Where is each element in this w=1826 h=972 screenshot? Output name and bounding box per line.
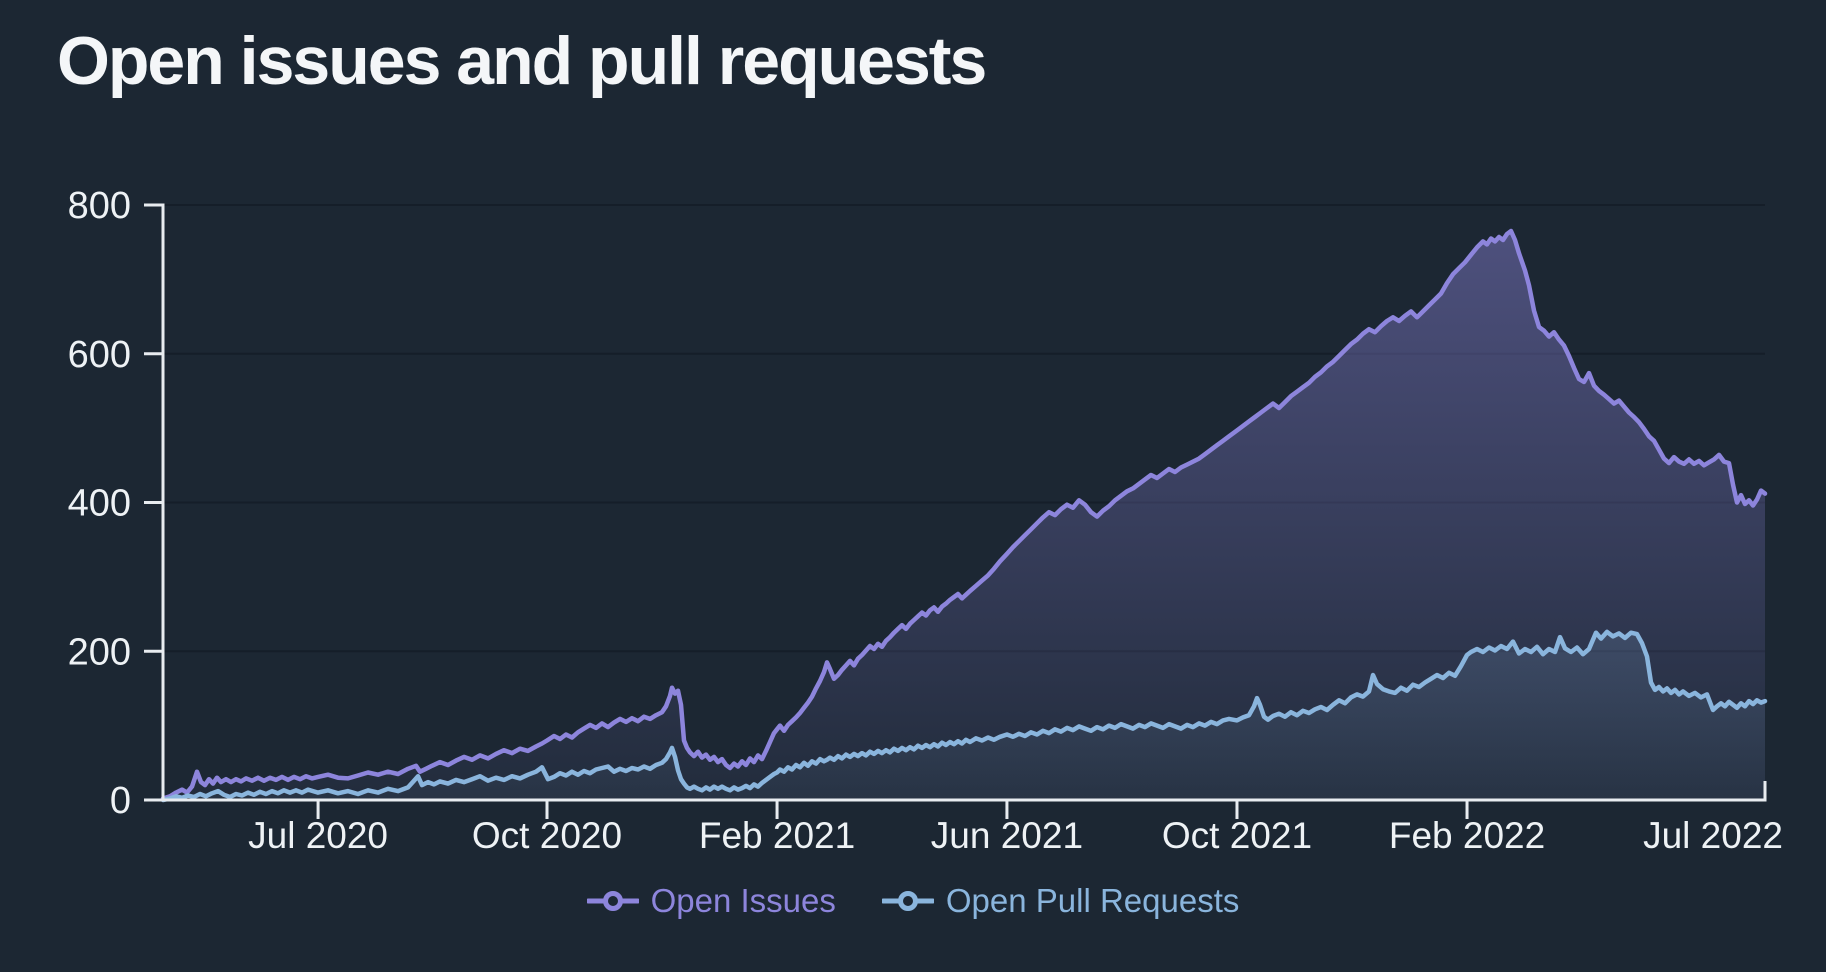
- x-tick-label-4: Oct 2021: [1162, 815, 1312, 856]
- legend-item-open-issues[interactable]: Open Issues: [586, 882, 836, 920]
- axes: [144, 203, 1767, 819]
- x-tick-label-2: Feb 2021: [699, 815, 855, 856]
- y-tick-label-400: 400: [68, 483, 131, 525]
- chart-title: Open issues and pull requests: [57, 23, 987, 99]
- x-tick-label-1: Oct 2020: [472, 815, 622, 856]
- y-tick-label-200: 200: [68, 631, 131, 673]
- legend-label: Open Pull Requests: [945, 882, 1240, 919]
- legend-label: Open Issues: [650, 882, 836, 919]
- x-tick-label-6: Jul 2022: [1643, 815, 1783, 856]
- legend-marker-line-circle-icon: [586, 891, 639, 911]
- legend-marker-line-circle-icon: [881, 891, 934, 911]
- open-issues-line: [160, 228, 1768, 801]
- series-areas: [163, 231, 1765, 800]
- open-pull-requests-line: [160, 629, 1768, 803]
- y-tick-label-0: 0: [110, 780, 131, 822]
- tick-labels: 0 200 400 600 800 Jul 2020 Oct 2020 Feb 2021 Jun…: [68, 185, 1783, 856]
- y-tick-label-800: 800: [68, 185, 131, 227]
- legend-item-open-pull-requests[interactable]: Open Pull Requests: [881, 882, 1240, 920]
- chart-legend: Open Issues Open Pull Requests: [0, 882, 1826, 920]
- y-tick-label-600: 600: [68, 334, 131, 376]
- x-tick-label-0: Jul 2020: [248, 815, 388, 856]
- x-tick-label-3: Jun 2021: [931, 815, 1083, 856]
- x-tick-label-5: Feb 2022: [1389, 815, 1545, 856]
- open-issues-area: [163, 231, 1765, 800]
- open-pull-requests-area: [163, 631, 1765, 800]
- series-lines: [160, 228, 1768, 803]
